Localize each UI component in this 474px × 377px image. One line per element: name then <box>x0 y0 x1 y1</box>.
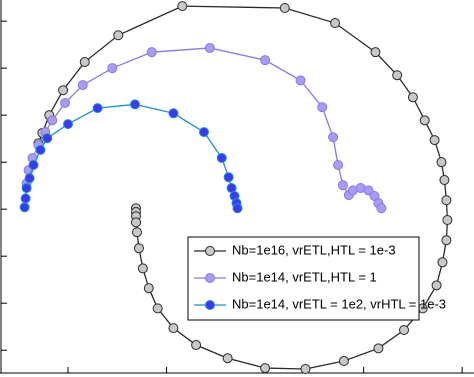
marker <box>260 55 271 66</box>
marker <box>279 2 290 13</box>
marker <box>35 144 46 155</box>
legend-label: Nb=1e14, vrETL,HTL = 1 <box>232 269 377 284</box>
marker <box>42 133 53 144</box>
marker <box>330 18 341 29</box>
marker <box>317 102 328 113</box>
marker <box>222 353 233 364</box>
marker <box>441 195 452 206</box>
legend-marker <box>205 246 215 256</box>
marker <box>130 217 141 228</box>
marker <box>198 127 209 138</box>
marker <box>168 108 179 119</box>
marker <box>439 175 450 186</box>
marker <box>47 115 58 126</box>
marker <box>216 152 227 163</box>
marker <box>143 283 154 294</box>
marker <box>373 343 384 354</box>
marker <box>146 47 157 58</box>
marker <box>232 203 243 214</box>
marker <box>204 42 215 53</box>
marker <box>260 363 271 374</box>
marker <box>370 47 381 58</box>
marker <box>152 303 163 314</box>
marker <box>24 173 35 184</box>
marker <box>419 115 430 126</box>
legend-marker <box>205 300 215 310</box>
marker <box>328 132 339 143</box>
marker <box>131 227 142 238</box>
marker <box>107 63 118 74</box>
marker <box>28 159 39 170</box>
marker <box>399 324 410 335</box>
marker <box>442 214 453 225</box>
marker <box>337 180 348 191</box>
marker <box>79 57 90 68</box>
marker <box>92 103 103 114</box>
marker <box>77 80 88 91</box>
marker <box>19 202 30 213</box>
marker <box>300 364 311 375</box>
marker <box>223 172 234 183</box>
marker <box>338 356 349 367</box>
marker <box>20 193 31 204</box>
marker <box>376 203 387 214</box>
legend-label: Nb=1e16, vrETL,HTL = 1e-3 <box>232 242 396 257</box>
marker <box>437 257 448 268</box>
marker <box>60 97 71 108</box>
legend-marker <box>205 273 215 283</box>
marker <box>130 99 141 110</box>
marker <box>137 263 148 274</box>
marker <box>431 280 442 291</box>
marker <box>133 243 144 254</box>
marker <box>441 235 452 246</box>
marker <box>62 119 73 130</box>
marker <box>429 135 440 146</box>
marker <box>295 75 306 86</box>
marker <box>436 157 447 168</box>
marker <box>113 30 124 41</box>
marker <box>168 323 179 334</box>
marker <box>407 92 418 103</box>
marker <box>177 1 188 12</box>
marker <box>58 85 69 96</box>
legend-label: Nb=1e14, vrETL = 1e2, vrHTL = 1e-3 <box>232 296 446 311</box>
marker <box>21 183 32 194</box>
marker <box>333 159 344 170</box>
legend-box <box>187 236 420 321</box>
marker <box>392 70 403 81</box>
marker <box>191 340 202 351</box>
